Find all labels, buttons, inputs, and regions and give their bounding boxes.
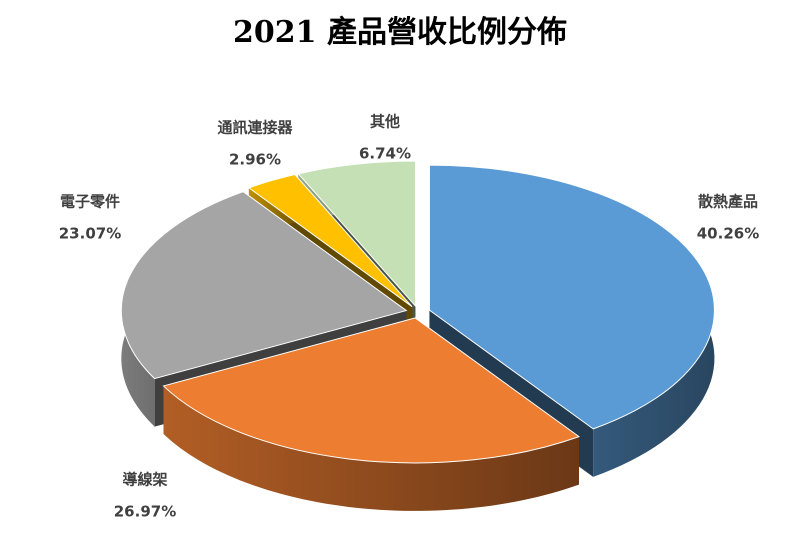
slice-wall <box>163 385 579 511</box>
data-label-category: 通訊連接器 <box>217 119 293 137</box>
data-label-category: 散熱產品 <box>698 193 758 211</box>
chart-title: 2021 產品營收比例分佈 <box>233 15 567 50</box>
data-label-category: 導線架 <box>122 471 167 489</box>
slice <box>247 173 413 308</box>
slice <box>162 317 580 511</box>
data-label-value: 26.97% <box>114 503 176 521</box>
data-label-value: 40.26% <box>697 225 759 243</box>
slice <box>120 191 408 380</box>
data-label-category: 其他 <box>370 113 400 131</box>
slice <box>297 160 416 308</box>
data-label-value: 2.96% <box>229 151 281 169</box>
slice <box>428 164 715 430</box>
data-label-value: 6.74% <box>359 145 411 163</box>
data-label-category: 電子零件 <box>60 193 120 211</box>
slice <box>162 317 580 464</box>
data-label-value: 23.07% <box>59 225 121 243</box>
